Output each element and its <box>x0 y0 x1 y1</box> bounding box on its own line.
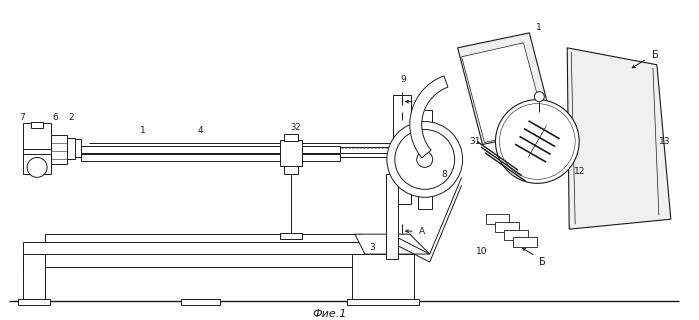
Text: 7: 7 <box>19 113 25 122</box>
Polygon shape <box>458 33 554 144</box>
Text: 6: 6 <box>52 113 58 122</box>
Text: Б: Б <box>539 257 546 267</box>
Polygon shape <box>567 48 671 229</box>
Text: 1: 1 <box>536 23 542 32</box>
Text: 13: 13 <box>659 137 670 146</box>
Text: A: A <box>419 227 425 236</box>
Text: 12: 12 <box>573 167 585 176</box>
Bar <box>486 214 510 224</box>
Bar <box>18 299 50 305</box>
Bar <box>284 133 298 141</box>
Polygon shape <box>410 76 448 158</box>
Bar <box>495 222 519 232</box>
Text: 1: 1 <box>140 126 145 135</box>
Circle shape <box>27 157 47 177</box>
Bar <box>386 174 398 259</box>
Text: 2: 2 <box>69 113 74 122</box>
Circle shape <box>500 104 575 179</box>
Bar <box>67 138 75 159</box>
Text: 8: 8 <box>442 170 447 179</box>
Bar <box>81 155 340 161</box>
Circle shape <box>395 130 454 189</box>
Polygon shape <box>355 234 430 254</box>
Text: 31: 31 <box>469 137 480 146</box>
Circle shape <box>417 151 433 167</box>
Bar <box>23 254 45 301</box>
Bar <box>180 299 220 305</box>
Text: 9: 9 <box>400 75 405 84</box>
Bar <box>347 299 419 305</box>
Text: 4: 4 <box>198 126 203 135</box>
Bar <box>393 95 411 204</box>
Text: Фие.1: Фие.1 <box>313 309 347 319</box>
Bar <box>352 254 414 301</box>
Bar <box>31 122 43 128</box>
Text: 3: 3 <box>369 243 375 252</box>
Text: Б: Б <box>651 50 658 60</box>
Text: 32: 32 <box>290 123 301 132</box>
Bar <box>23 242 412 254</box>
Bar <box>504 229 528 240</box>
Bar <box>23 254 412 267</box>
Bar <box>513 237 537 247</box>
Circle shape <box>534 92 545 102</box>
Bar <box>418 110 432 209</box>
Circle shape <box>496 100 579 183</box>
Bar <box>45 234 362 242</box>
Text: A: A <box>419 97 425 106</box>
Bar <box>51 134 67 164</box>
Circle shape <box>387 122 463 197</box>
Polygon shape <box>461 43 547 142</box>
Text: 10: 10 <box>476 247 487 256</box>
Bar <box>23 123 51 174</box>
Bar <box>284 166 298 174</box>
Bar <box>81 147 340 154</box>
Bar <box>75 140 81 157</box>
Bar <box>280 233 302 239</box>
Bar <box>280 140 302 166</box>
